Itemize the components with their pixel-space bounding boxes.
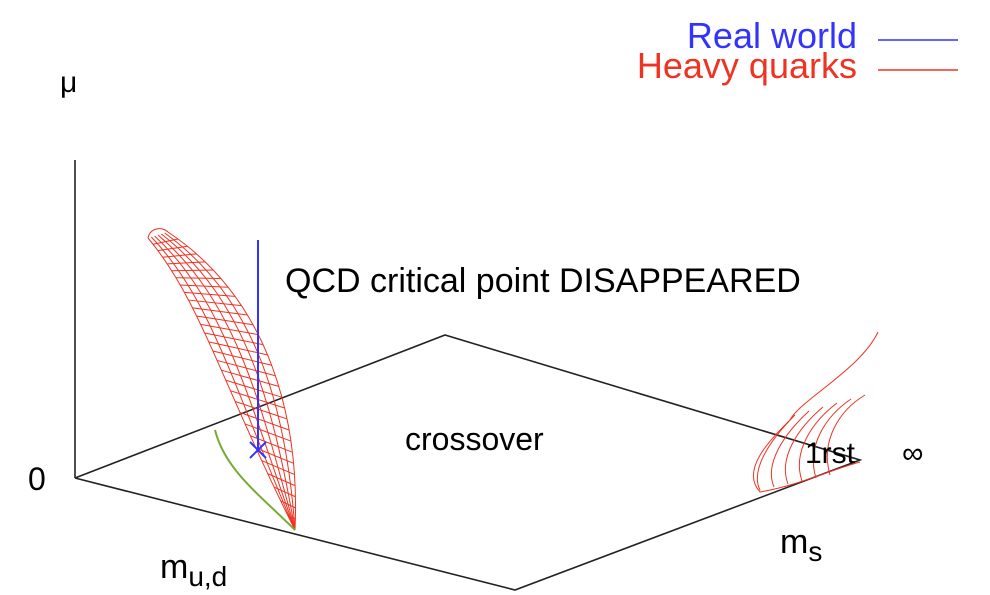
- surface-hatch: [255, 447, 294, 464]
- surface-hatch: [180, 284, 229, 288]
- critical-annotation: QCD critical point DISAPPEARED: [285, 262, 801, 300]
- surface-curve: [756, 414, 796, 491]
- surface-hatch: [196, 315, 254, 326]
- surface-hatch: [188, 299, 242, 307]
- axes-frame: [74, 160, 863, 591]
- surface-hatch: [176, 277, 221, 280]
- surface-hatch: [212, 350, 272, 366]
- surface-curve: [826, 394, 866, 476]
- critical-line: [214, 429, 296, 531]
- surface-edge: [147, 237, 296, 531]
- surface-curve: [770, 410, 810, 488]
- surface-curve: [812, 398, 852, 479]
- mu-label: μ: [60, 66, 77, 99]
- heavy-quark-surface-right: [753, 331, 879, 493]
- surface-hatch: [273, 486, 296, 498]
- mud-sub: u,d: [188, 561, 227, 592]
- mud-base: m: [160, 548, 188, 586]
- ms-sub: s: [808, 536, 822, 567]
- ms-label: ms: [780, 523, 822, 567]
- surface-curve: [798, 402, 838, 482]
- surface-hatch: [171, 269, 214, 272]
- surface-hatch: [152, 238, 179, 245]
- surface-hatch: [184, 291, 235, 297]
- base-plane: [74, 334, 863, 591]
- heavy-quark-surface: [147, 228, 296, 531]
- surface-curve: [784, 406, 824, 485]
- surface-hatch: [225, 379, 282, 398]
- surface-hatch: [216, 359, 276, 377]
- surface-hatch: [261, 460, 295, 475]
- zero-label: 0: [28, 461, 46, 497]
- first-order-label: 1rst: [805, 437, 856, 470]
- surface-edge: [147, 228, 169, 239]
- ms-base: m: [780, 523, 808, 561]
- surface-hatch: [244, 423, 292, 442]
- surface-hatch: [192, 307, 248, 316]
- mud-label: mu,d: [160, 548, 227, 592]
- surface-hatch: [221, 369, 279, 387]
- crossover-label: crossover: [405, 421, 544, 457]
- surface-edge: [753, 331, 879, 493]
- legend-label: Heavy quarks: [637, 45, 857, 86]
- surface-hatch: [204, 332, 264, 346]
- surface-hatch: [234, 400, 288, 420]
- surface-hatch: [200, 323, 259, 336]
- legend: Real world Heavy quarks: [637, 15, 958, 86]
- surface-hatch: [167, 261, 206, 265]
- legend-label: Real world: [687, 15, 857, 56]
- surface-hatch: [287, 514, 296, 520]
- surface-hatch: [239, 412, 290, 431]
- surface-hatch: [267, 473, 296, 487]
- surface-hatch: [157, 245, 188, 252]
- real-world-point: [249, 441, 267, 459]
- surface-hatch: [162, 253, 197, 258]
- surface-curve: [161, 233, 296, 531]
- surface-hatch: [280, 500, 296, 509]
- infinity-label: ∞: [902, 437, 923, 470]
